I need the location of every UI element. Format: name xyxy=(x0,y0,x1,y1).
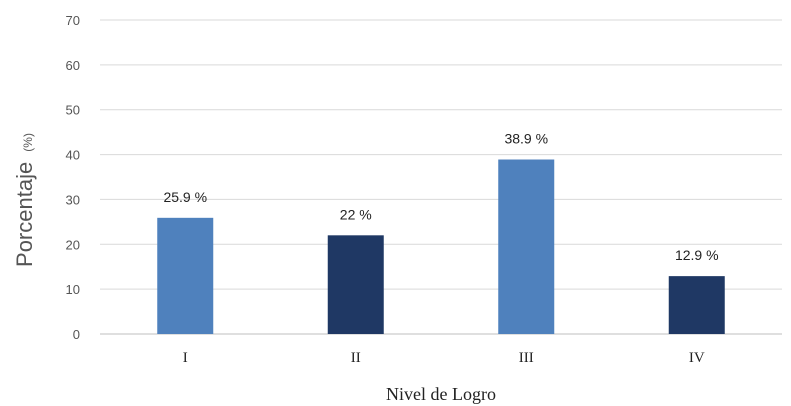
data-label-III: 38.9 % xyxy=(504,131,548,147)
y-tick-label: 10 xyxy=(66,282,80,297)
y-tick-label: 40 xyxy=(66,148,80,163)
x-tick-label-IV: IV xyxy=(689,350,705,366)
x-tick-label-II: II xyxy=(351,350,361,366)
bar-II xyxy=(327,235,384,334)
x-axis-categories: I II III IV xyxy=(183,350,705,366)
bar-IV xyxy=(668,276,725,334)
data-label-II: 22 % xyxy=(340,206,372,222)
x-tick-label-III: III xyxy=(519,350,534,366)
y-tick-label: 50 xyxy=(66,103,80,118)
x-tick-label-I: I xyxy=(183,350,188,366)
y-tick-label: 30 xyxy=(66,192,80,207)
y-axis-title-unit: (%) xyxy=(21,133,35,152)
data-labels: 25.9 % 22 % 38.9 % 12.9 % xyxy=(163,131,718,264)
bar-I xyxy=(157,217,214,334)
y-tick-label: 0 xyxy=(73,327,80,342)
y-axis-title: Porcentaje (%) xyxy=(12,133,37,267)
bar-III xyxy=(498,159,555,334)
y-tick-label: 20 xyxy=(66,237,80,252)
gridlines xyxy=(100,19,782,335)
x-axis-title: Nivel de Logro xyxy=(386,384,496,404)
y-axis-ticks: 0 10 20 30 40 50 60 70 xyxy=(66,13,80,342)
y-tick-label: 60 xyxy=(66,58,80,73)
y-axis-title-text: Porcentaje xyxy=(12,162,37,267)
bars xyxy=(157,159,725,334)
y-tick-label: 70 xyxy=(66,13,80,28)
data-label-I: 25.9 % xyxy=(163,189,207,205)
data-label-IV: 12.9 % xyxy=(675,247,719,263)
